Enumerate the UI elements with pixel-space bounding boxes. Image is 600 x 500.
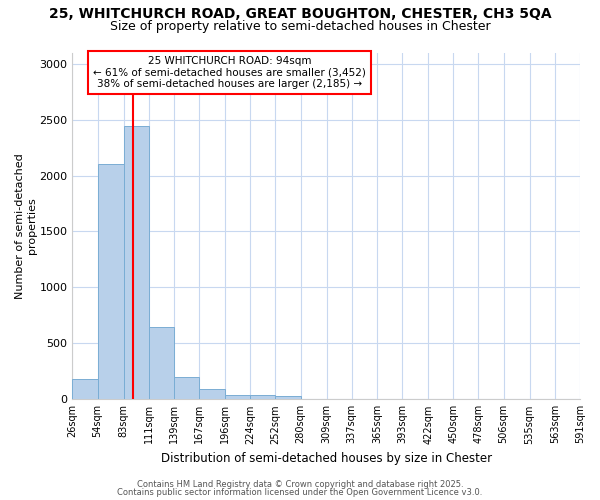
Bar — [98, 164, 124, 400]
Bar — [174, 378, 199, 400]
Bar — [124, 126, 149, 400]
Bar — [73, 379, 98, 400]
Text: Contains HM Land Registry data © Crown copyright and database right 2025.: Contains HM Land Registry data © Crown c… — [137, 480, 463, 489]
Text: Size of property relative to semi-detached houses in Chester: Size of property relative to semi-detach… — [110, 20, 490, 33]
X-axis label: Distribution of semi-detached houses by size in Chester: Distribution of semi-detached houses by … — [161, 452, 492, 465]
Y-axis label: Number of semi-detached
properties: Number of semi-detached properties — [15, 153, 37, 299]
Bar — [149, 326, 174, 400]
Text: Contains public sector information licensed under the Open Government Licence v3: Contains public sector information licen… — [118, 488, 482, 497]
Text: 25, WHITCHURCH ROAD, GREAT BOUGHTON, CHESTER, CH3 5QA: 25, WHITCHURCH ROAD, GREAT BOUGHTON, CHE… — [49, 8, 551, 22]
Bar — [275, 396, 301, 400]
Bar — [199, 389, 225, 400]
Bar — [225, 395, 250, 400]
Bar — [250, 396, 275, 400]
Text: 25 WHITCHURCH ROAD: 94sqm
← 61% of semi-detached houses are smaller (3,452)
38% : 25 WHITCHURCH ROAD: 94sqm ← 61% of semi-… — [93, 56, 366, 89]
